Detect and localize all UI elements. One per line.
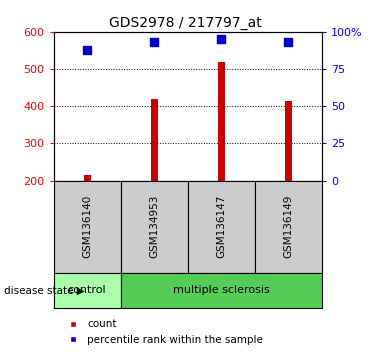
Text: multiple sclerosis: multiple sclerosis: [173, 285, 270, 295]
Text: GSM136149: GSM136149: [283, 195, 293, 258]
Point: [285, 39, 291, 45]
Text: GSM134953: GSM134953: [149, 195, 159, 258]
Text: control: control: [68, 285, 107, 295]
Bar: [54, 181, 121, 273]
Text: GSM136147: GSM136147: [216, 195, 226, 258]
Bar: [121, 273, 322, 308]
Bar: [54, 273, 121, 308]
Bar: [218, 62, 225, 181]
Bar: [151, 99, 158, 181]
Bar: [84, 175, 91, 181]
Legend: count, percentile rank within the sample: count, percentile rank within the sample: [59, 315, 267, 349]
Text: GDS2978 / 217797_at: GDS2978 / 217797_at: [109, 16, 261, 30]
Bar: [285, 101, 292, 181]
Point: [218, 36, 224, 42]
Text: GSM136140: GSM136140: [82, 195, 92, 258]
Bar: [255, 181, 322, 273]
Point: [151, 39, 157, 45]
Bar: [121, 181, 188, 273]
Text: disease state ▶: disease state ▶: [4, 285, 84, 295]
Bar: [188, 181, 255, 273]
Point: [84, 47, 90, 52]
